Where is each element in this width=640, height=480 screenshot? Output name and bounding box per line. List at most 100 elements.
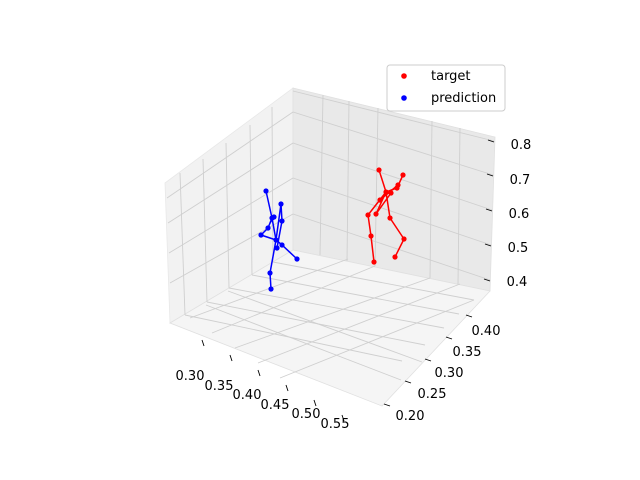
grid-y-floor-d [257, 283, 461, 364]
target-limb [375, 192, 392, 215]
prediction-point [267, 270, 273, 276]
target-point [373, 211, 379, 217]
target-point [400, 172, 406, 178]
grid-y-030-wall [374, 107, 379, 267]
x-tick-label: 0.35 [205, 379, 234, 394]
x-tick-055 [341, 414, 345, 422]
grid-z-04-left [169, 213, 294, 284]
legend-label-prediction: prediction [431, 91, 496, 106]
x-tick-label: 0.55 [321, 417, 350, 432]
grid-x-050 [271, 106, 274, 263]
grid-y-floor-e [279, 299, 475, 379]
target-point [388, 190, 394, 196]
y-tick-label: 0.35 [453, 345, 482, 360]
prediction-point [279, 218, 285, 224]
legend: target prediction [386, 64, 506, 112]
target-limb [367, 191, 387, 263]
target-point [365, 212, 371, 218]
grid-x-040 [225, 142, 230, 289]
prediction-point [268, 286, 274, 292]
grid-x-045 [249, 124, 253, 276]
x-tick-030 [201, 339, 205, 347]
grid-y-025-wall [346, 100, 350, 262]
z-tick-08 [487, 139, 495, 143]
z-tick-07 [486, 173, 494, 177]
series-target [365, 167, 407, 265]
z-tick-label: 0.8 [511, 138, 532, 153]
z-tick-label: 0.6 [509, 207, 530, 222]
y-tick-035 [445, 336, 453, 340]
x-tick-050 [313, 399, 317, 407]
x-tick-labels: 0.30 0.35 0.40 0.45 0.50 0.55 [176, 369, 350, 432]
grid-x-050-floor [272, 261, 475, 301]
z-tick-label: 0.4 [507, 275, 528, 290]
target-point [401, 236, 407, 242]
y-tick-labels: 0.20 0.25 0.30 0.35 0.40 [396, 324, 501, 424]
legend-label-target: target [431, 69, 471, 84]
y-tick-label: 0.20 [396, 409, 425, 424]
y-tick-025 [404, 380, 412, 384]
target-point [395, 182, 401, 188]
target-point [392, 254, 398, 260]
x-tick-045 [285, 384, 289, 392]
series-prediction [258, 188, 300, 292]
grid-x-030-floor [184, 314, 403, 362]
prediction-point [294, 256, 300, 262]
z-tick-05 [484, 243, 492, 247]
y-tick-label: 0.30 [435, 366, 464, 381]
target-point [376, 167, 382, 173]
grid-z-07-left [166, 111, 294, 199]
prediction-point [271, 214, 277, 220]
prediction-point [278, 201, 284, 207]
target-point [383, 189, 389, 195]
prediction-limb [269, 217, 277, 290]
y-tick-030 [424, 358, 432, 362]
grid-z-04-right [292, 213, 491, 281]
grid-y-020 [205, 304, 402, 381]
y-tick-040 [465, 314, 473, 318]
target-point [371, 259, 377, 265]
prediction-point [273, 237, 279, 243]
series-prediction-points [258, 188, 300, 292]
y-tick-label: 0.40 [472, 324, 501, 339]
y-tick-020 [383, 403, 391, 407]
prediction-point [263, 188, 269, 194]
legend-marker-prediction [401, 95, 407, 101]
prediction-point [258, 232, 264, 238]
z-tick-labels: 0.4 0.5 0.6 0.7 0.8 [507, 138, 532, 290]
grid-x-035 [202, 158, 208, 303]
x-tick-040 [257, 369, 261, 377]
z-tick-label: 0.7 [510, 173, 531, 188]
prediction-point [279, 242, 285, 248]
grid-x-040-floor [228, 287, 445, 329]
y-tick-label: 0.25 [418, 387, 447, 402]
grid-z-08-right [292, 90, 495, 142]
target-limb [385, 191, 405, 258]
grid-z-07-right [292, 111, 494, 176]
target-point [368, 233, 374, 239]
target-point [377, 197, 383, 203]
grid-lines [166, 90, 495, 381]
x-tick-label: 0.45 [261, 398, 290, 413]
prediction-limb [275, 203, 283, 249]
x-tick-label: 0.50 [292, 407, 321, 422]
legend-marker-target [401, 73, 407, 79]
grid-z-06-left [167, 142, 294, 224]
x-tick-label: 0.30 [176, 369, 205, 384]
grid-z-06-right [292, 142, 493, 211]
grid-x-030 [179, 172, 186, 316]
grid-z-05-left [168, 177, 294, 254]
grid-y-025-floor [227, 290, 423, 363]
axis-ticks [201, 139, 495, 422]
prediction-point [274, 245, 280, 251]
series-target-points [365, 167, 407, 265]
grid-y-040-wall [457, 127, 461, 285]
z-tick-04 [483, 278, 491, 282]
grid-y-floor-c [234, 277, 431, 349]
grid-z-05-right [292, 177, 492, 246]
prediction-point [265, 225, 271, 231]
x-tick-label: 0.40 [233, 388, 262, 403]
legend-box [386, 64, 506, 112]
z-tick-06 [485, 208, 493, 212]
